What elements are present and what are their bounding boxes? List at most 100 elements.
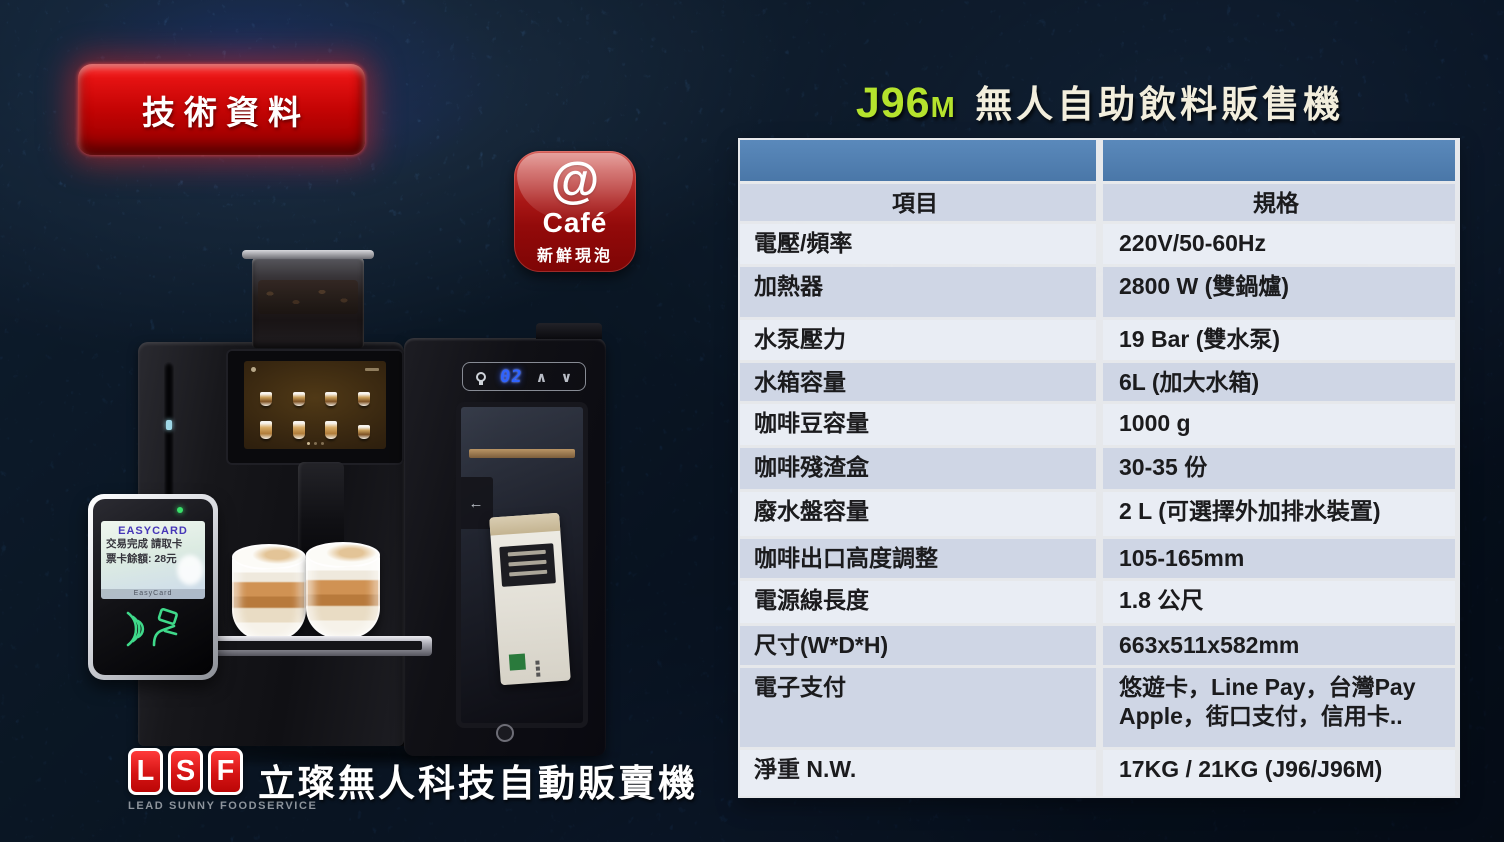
milk-carton	[489, 512, 571, 686]
drip-tray	[200, 636, 432, 656]
row-spec: 17KG / 21KG (J96/J96M)	[1103, 750, 1455, 796]
easycard-reader: EASYCARD 交易完成 請取卡 票卡餘額: 28元 EasyCard	[88, 494, 218, 680]
row-spec: 6L (加大水箱)	[1103, 363, 1455, 401]
drink-tile	[357, 425, 370, 439]
milk-carton-label	[499, 543, 556, 587]
lsf-logo-letter: F	[208, 748, 243, 795]
table-row: 咖啡豆容量 1000 g	[740, 404, 1458, 445]
fridge-interior-sign: ←	[461, 477, 493, 529]
table-row: 咖啡殘渣盒 30-35 份	[740, 448, 1458, 489]
coffee-bean-hopper	[242, 250, 374, 348]
touchscreen	[244, 361, 386, 449]
row-item: 水箱容量	[740, 363, 1096, 401]
row-item: 咖啡出口高度調整	[740, 539, 1096, 578]
row-item: 電子支付	[740, 668, 1096, 747]
table-row: 尺寸(W*D*H) 663x511x582mm	[740, 626, 1458, 665]
reader-screen-footer: EasyCard	[101, 589, 205, 599]
fridge-control-panel: 02 ∧ ∨	[462, 362, 586, 391]
table-row: 淨重 N.W. 17KG / 21KG (J96/J96M)	[740, 750, 1458, 796]
row-spec: 663x511x582mm	[1103, 626, 1455, 665]
row-spec: 1.8 公尺	[1103, 581, 1455, 623]
row-spec: 1000 g	[1103, 404, 1455, 445]
cappuccino-cup	[306, 542, 380, 638]
drink-tile	[325, 392, 338, 406]
row-spec: 悠遊卡，Line Pay，台灣Pay Apple，街口支付，信用卡..	[1103, 668, 1455, 747]
water-level-gauge	[164, 362, 174, 502]
cafe-logo-tagline: 新鮮現泡	[536, 248, 613, 265]
table-column-headers: 項目 規格	[740, 184, 1458, 221]
cafe-logo-brand: Café	[542, 207, 608, 238]
chevron-up-icon: ∧	[535, 368, 548, 385]
lsf-logo-letter: L	[128, 748, 163, 795]
table-row: 水箱容量 6L (加大水箱)	[740, 363, 1458, 401]
cappuccino-cup	[232, 544, 306, 640]
touchscreen-logo-dot	[251, 367, 256, 372]
milk-carton-qr	[508, 653, 526, 671]
table-row: 廢水盤容量 2 L (可選擇外加排水裝置)	[740, 492, 1458, 536]
row-item: 加熱器	[740, 267, 1096, 317]
fridge-glass-door: ←	[456, 402, 588, 728]
coffee-beans	[258, 280, 358, 314]
drink-tile	[325, 421, 338, 439]
row-spec-line2: Apple，街口支付，信用卡..	[1119, 702, 1403, 729]
lsf-logo-letter: S	[168, 748, 203, 795]
row-spec: 220V/50-60Hz	[1103, 224, 1455, 264]
row-item: 水泵壓力	[740, 320, 1096, 360]
page-title: J96M 無人自助飲料販售機	[738, 74, 1462, 128]
drink-tile	[357, 392, 370, 406]
fridge-handle	[536, 323, 602, 339]
fridge-temperature-display: 02	[498, 366, 524, 387]
table-header-band	[740, 140, 1458, 181]
row-item: 廢水盤容量	[740, 492, 1096, 536]
model-suffix: M	[930, 92, 955, 124]
drink-tile	[292, 392, 305, 406]
drink-grid	[251, 376, 379, 440]
reader-line1: 交易完成 請取卡	[106, 538, 183, 550]
reader-screen: EASYCARD 交易完成 請取卡 票卡餘額: 28元 EasyCard	[101, 521, 205, 599]
table-row: 加熱器 2800 W (雙鍋爐)	[740, 267, 1458, 317]
screen-glare	[177, 555, 203, 585]
contactless-payment-icon	[126, 607, 178, 647]
light-bulb-icon	[475, 371, 486, 385]
hopper-lid	[242, 250, 374, 259]
cafe-logo: @ Café 新鮮現泡	[514, 151, 636, 272]
row-item: 咖啡豆容量	[740, 404, 1096, 445]
row-item: 尺寸(W*D*H)	[740, 626, 1096, 665]
row-spec-line1: 悠遊卡，Line Pay，台灣Pay	[1119, 674, 1416, 700]
touchscreen-clock-bar	[365, 368, 379, 371]
water-level-indicator	[166, 420, 172, 430]
product-name: 無人自助飲料販售機	[975, 84, 1345, 125]
milk-carton-cap	[489, 512, 561, 536]
row-spec: 19 Bar (雙水泵)	[1103, 320, 1455, 360]
spec-table: 項目 規格 電壓/頻率 220V/50-60Hz 加熱器 2800 W (雙鍋爐…	[738, 138, 1460, 798]
reader-face: EASYCARD 交易完成 請取卡 票卡餘額: 28元 EasyCard	[93, 499, 213, 675]
table-header-band-right	[1103, 140, 1455, 181]
lsf-logo-subtitle: LEAD SUNNY FOODSERVICE	[128, 800, 318, 812]
table-row: 水泵壓力 19 Bar (雙水泵)	[740, 320, 1458, 360]
status-led	[177, 507, 183, 513]
model-number: J96	[855, 79, 931, 127]
reader-line2: 票卡餘額: 28元	[106, 553, 177, 566]
row-item: 咖啡殘渣盒	[740, 448, 1096, 489]
fridge-shelf	[469, 449, 575, 458]
row-item: 淨重 N.W.	[740, 750, 1096, 796]
table-row: 咖啡出口高度調整 105-165mm	[740, 539, 1458, 578]
tech-data-badge: 技術資料	[78, 64, 365, 155]
row-spec: 105-165mm	[1103, 539, 1455, 578]
table-row: 電子支付 悠遊卡，Line Pay，台灣Pay Apple，街口支付，信用卡..	[740, 668, 1458, 747]
column-header-spec: 規格	[1103, 184, 1455, 221]
fridge-lock	[496, 724, 514, 742]
at-symbol-icon: @	[550, 152, 600, 208]
touchscreen-statusbar	[251, 366, 379, 373]
drink-tile	[292, 421, 305, 439]
row-spec: 2 L (可選擇外加排水裝置)	[1103, 492, 1455, 536]
easycard-brand: EASYCARD	[118, 525, 188, 537]
lsf-logo: L S F	[128, 748, 243, 795]
drink-tile	[260, 392, 273, 406]
tech-data-badge-label: 技術資料	[142, 93, 310, 131]
table-row: 電源線長度 1.8 公尺	[740, 581, 1458, 623]
table-row: 電壓/頻率 220V/50-60Hz	[740, 224, 1458, 264]
row-item: 電源線長度	[740, 581, 1096, 623]
table-header-band-left	[740, 140, 1096, 181]
